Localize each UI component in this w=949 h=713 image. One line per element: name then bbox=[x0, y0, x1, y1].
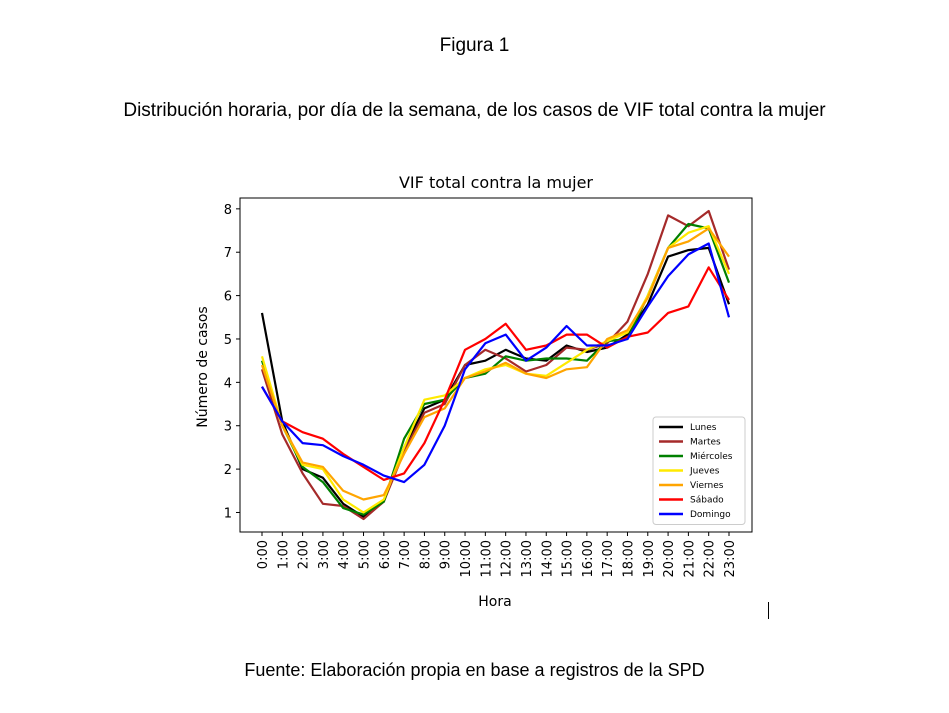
x-tick-label: 5:00 bbox=[358, 540, 373, 569]
x-tick-label: 21:00 bbox=[682, 540, 697, 577]
x-tick-label: 13:00 bbox=[520, 540, 535, 577]
x-tick-label: 8:00 bbox=[418, 540, 433, 569]
y-tick-label: 6 bbox=[224, 290, 232, 305]
x-tick-label: 2:00 bbox=[297, 540, 312, 569]
x-tick-label: 15:00 bbox=[561, 540, 576, 577]
x-tick-label: 6:00 bbox=[378, 540, 393, 569]
x-tick-label: 4:00 bbox=[337, 540, 352, 569]
x-tick-label: 16:00 bbox=[581, 540, 596, 577]
x-tick-label: 19:00 bbox=[642, 540, 657, 577]
x-tick-label: 10:00 bbox=[459, 540, 474, 577]
x-tick-label: 1:00 bbox=[276, 540, 291, 569]
x-tick-label: 0:00 bbox=[256, 540, 271, 569]
y-tick-label: 3 bbox=[224, 420, 232, 435]
legend-label: Viernes bbox=[690, 481, 724, 491]
figure-label: Figura 1 bbox=[439, 35, 510, 56]
figure-source: Fuente: Elaboración propia en base a reg… bbox=[244, 660, 705, 680]
y-tick-label: 1 bbox=[224, 506, 232, 521]
chart-title: VIF total contra la mujer bbox=[398, 173, 594, 192]
series-line-viernes bbox=[260, 227, 730, 501]
plot-frame bbox=[239, 197, 753, 533]
legend: Lunes Martes Miércoles Jueves Viernes Sábado D… bbox=[652, 416, 746, 525]
series-line-domingo bbox=[261, 242, 731, 484]
x-axis-label: Hora bbox=[478, 594, 511, 610]
series-layer bbox=[260, 209, 731, 521]
x-tick-label: 14:00 bbox=[540, 540, 555, 577]
axes-layer: 1 2 3 4 5 6 7 8 0:00 1:00 2:00 3:00 4:00 5:00 6:00 7:00… bbox=[224, 203, 738, 578]
legend-label: Lunes bbox=[690, 423, 717, 433]
y-tick-label: 8 bbox=[224, 203, 232, 218]
series-line-martes bbox=[260, 209, 731, 521]
series-line-sábado bbox=[261, 266, 730, 481]
x-tick-label: 17:00 bbox=[601, 540, 616, 577]
y-tick-label: 7 bbox=[224, 246, 232, 261]
x-tick-label: 3:00 bbox=[317, 540, 332, 569]
legend-label: Martes bbox=[690, 438, 721, 448]
legend-label: Sábado bbox=[690, 496, 724, 506]
text-cursor bbox=[768, 602, 769, 619]
legend-label: Miércoles bbox=[690, 451, 733, 462]
x-tick-label: 23:00 bbox=[723, 540, 738, 577]
x-tick-label: 7:00 bbox=[398, 540, 413, 569]
y-tick-label: 2 bbox=[224, 463, 232, 478]
legend-box bbox=[652, 416, 746, 525]
y-tick-label: 4 bbox=[224, 376, 232, 391]
legend-label: Domingo bbox=[690, 510, 731, 520]
x-tick-label: 11:00 bbox=[479, 540, 494, 577]
y-axis-label: Número de casos bbox=[195, 306, 211, 427]
x-tick-label: 9:00 bbox=[439, 540, 454, 569]
figure-caption: Distribución horaria, por día de la sema… bbox=[123, 100, 826, 121]
x-tick-label: 18:00 bbox=[621, 540, 636, 577]
y-tick-label: 5 bbox=[224, 333, 232, 348]
x-tick-label: 20:00 bbox=[662, 540, 677, 577]
x-tick-label: 22:00 bbox=[703, 540, 718, 577]
legend-label: Jueves bbox=[689, 467, 720, 477]
x-tick-label: 12:00 bbox=[500, 540, 515, 577]
